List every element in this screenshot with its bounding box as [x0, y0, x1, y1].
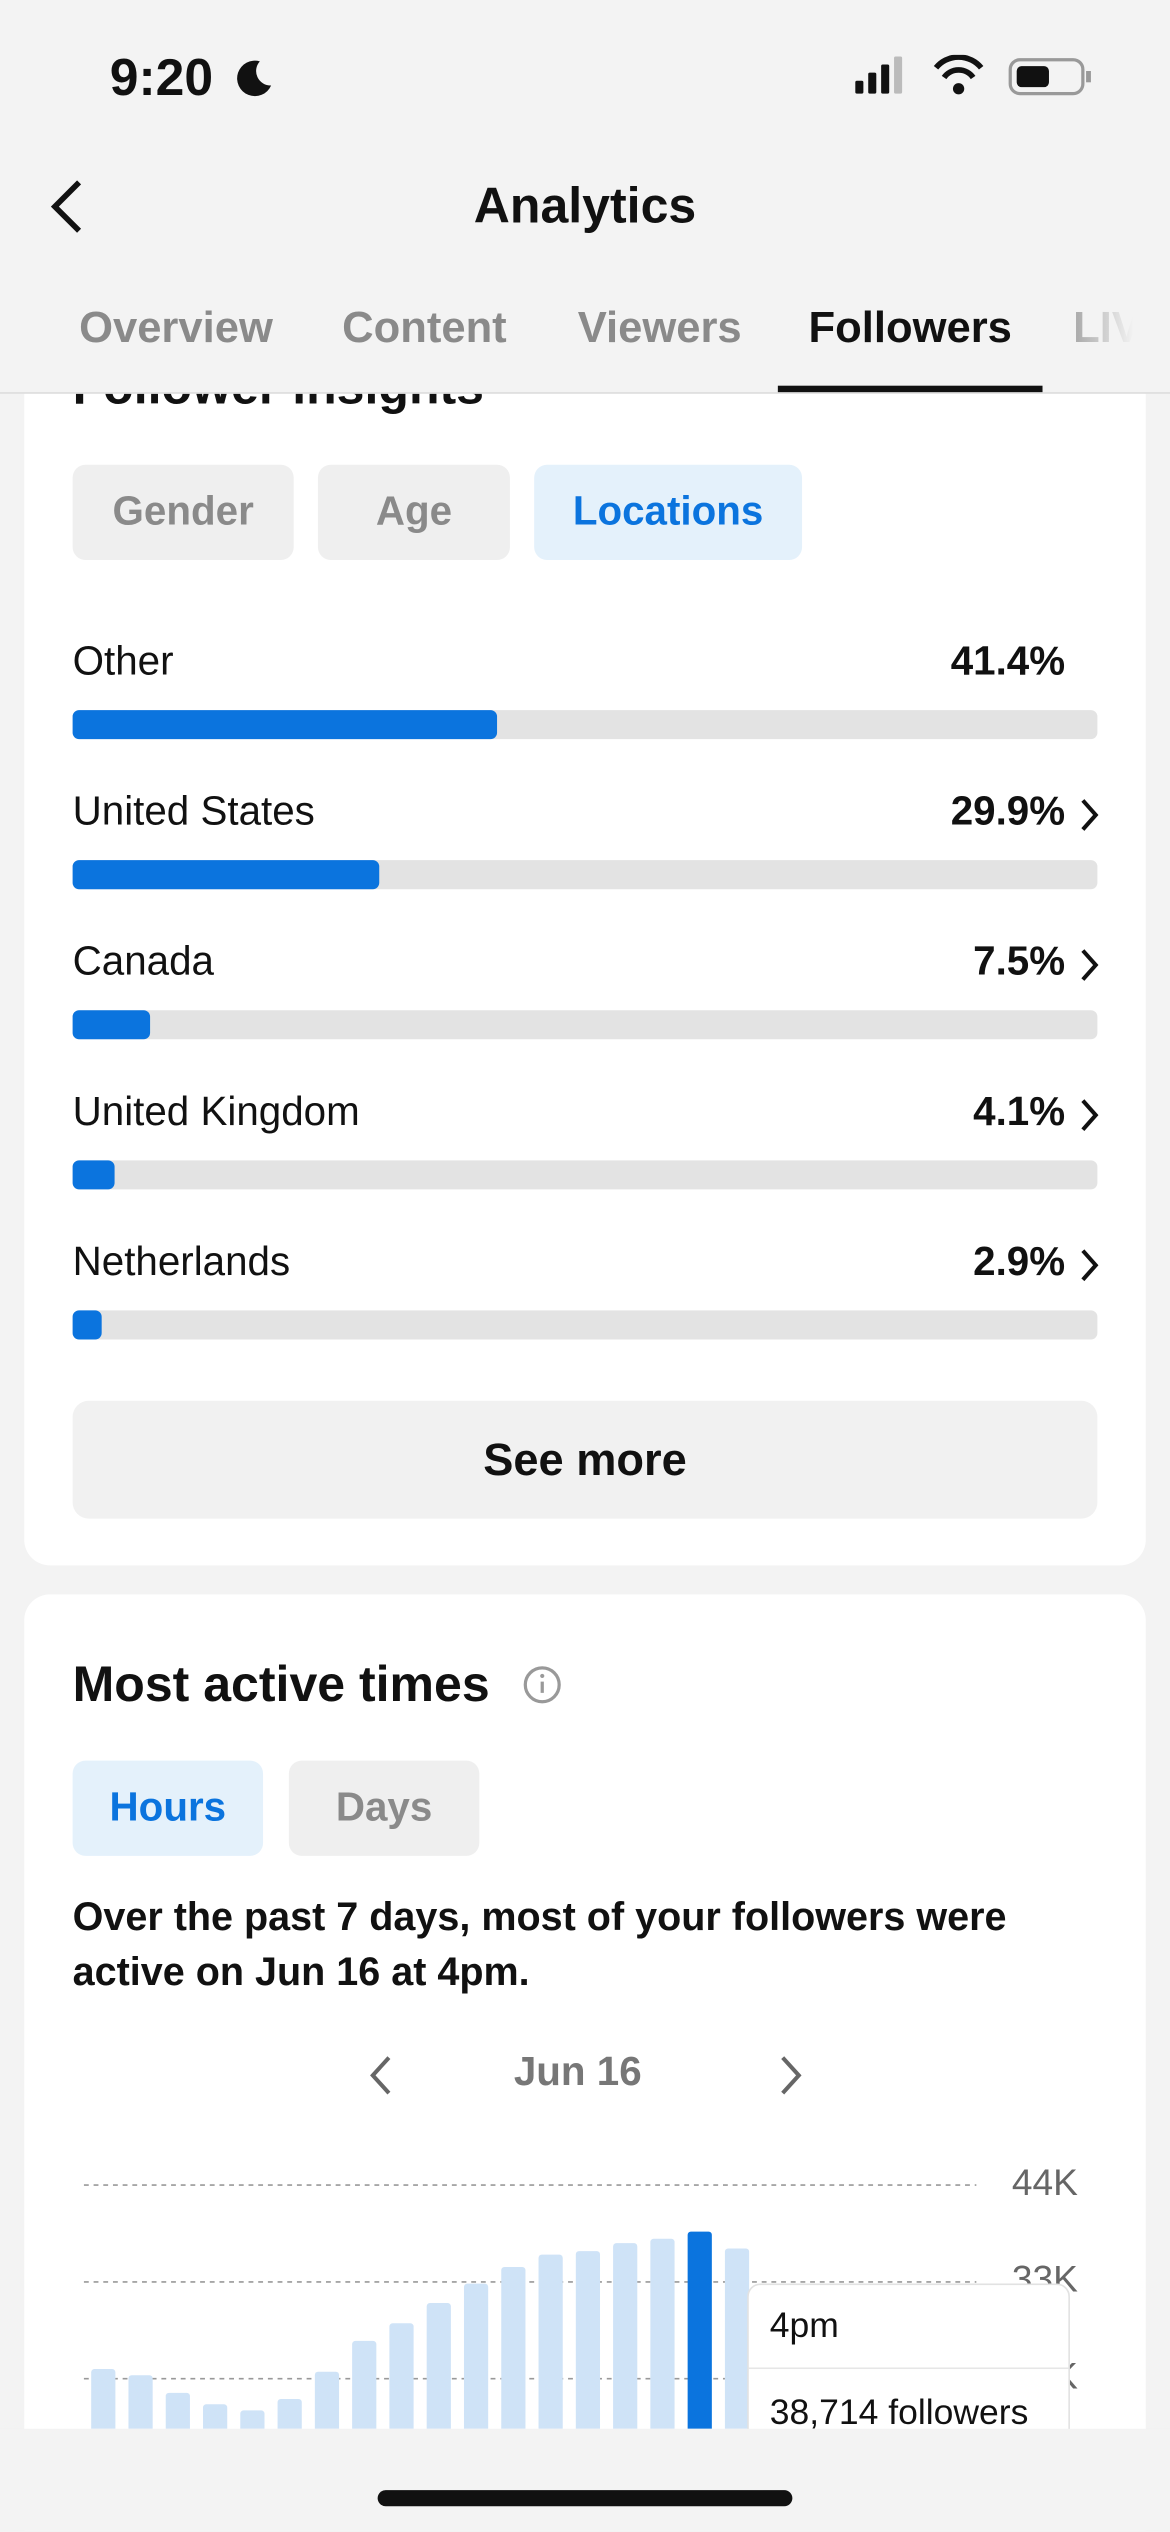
- tooltip-value: 38,714 followers: [769, 2391, 1029, 2432]
- section-title: Most active times: [72, 1655, 490, 1713]
- moon-icon: [237, 60, 272, 97]
- bar: [463, 2283, 489, 2429]
- location-name: Canada: [72, 939, 214, 985]
- tab[interactable]: Followers: [808, 303, 1012, 352]
- bar: [538, 2254, 563, 2429]
- tab[interactable]: Overview: [79, 303, 273, 352]
- bar-track: [72, 1310, 1098, 1340]
- bar: [389, 2323, 414, 2429]
- bar: [501, 2266, 526, 2429]
- bar: [72, 1010, 150, 1040]
- page-title: Analytics: [473, 177, 697, 235]
- chevron[interactable]: [1078, 1096, 1101, 1135]
- bar: [575, 2251, 601, 2429]
- location-name: United Kingdom: [72, 1089, 360, 1135]
- back-button[interactable]: [45, 178, 90, 236]
- chevron-path: [1081, 1099, 1099, 1132]
- chevron-path: [1081, 949, 1099, 981]
- bar: [240, 2410, 265, 2429]
- bar: [687, 2231, 712, 2429]
- tab[interactable]: Content: [342, 303, 507, 352]
- bottom-bar: [0, 2428, 1170, 2531]
- bar: [72, 860, 380, 890]
- chevron[interactable]: [1078, 796, 1101, 835]
- bar-track: [72, 1010, 1098, 1040]
- tab-fade: [1048, 274, 1170, 391]
- bar: [277, 2398, 302, 2429]
- filter-button[interactable]: Age: [317, 464, 510, 560]
- info-icon[interactable]: [521, 1664, 563, 1706]
- bar: [650, 2238, 675, 2429]
- bar: [352, 2340, 377, 2429]
- chevron-path: [1081, 799, 1099, 831]
- location-name: United States: [72, 789, 315, 835]
- tab[interactable]: Viewers: [577, 303, 742, 352]
- y-tick-label: 44K: [1012, 2161, 1078, 2203]
- header: [0, 0, 1170, 394]
- bar: [128, 2375, 153, 2429]
- home-indicator: [377, 2490, 793, 2507]
- location-name: Netherlands: [72, 1239, 291, 1285]
- chevron-path: [1081, 1249, 1099, 1282]
- summary: Over the past 7 days, most of your follo…: [72, 1896, 1007, 1995]
- bar: [203, 2404, 228, 2429]
- chevron[interactable]: [1078, 1246, 1101, 1285]
- location-percent: 7.5%: [973, 939, 1066, 985]
- chevron[interactable]: [1078, 946, 1101, 985]
- bar: [72, 1310, 103, 1340]
- prev-day[interactable]: [365, 2053, 401, 2098]
- clock: 9:20: [109, 48, 214, 107]
- location-name: Other: [72, 639, 174, 685]
- date-label: Jun 16: [513, 2049, 642, 2095]
- bar: [314, 2371, 340, 2429]
- filter-button[interactable]: Hours: [72, 1760, 264, 1856]
- filter-button[interactable]: Locations: [534, 464, 803, 560]
- bar: [165, 2392, 190, 2429]
- bar: [426, 2303, 451, 2429]
- bar: [72, 710, 497, 740]
- filter-button[interactable]: Days: [288, 1760, 480, 1856]
- status-icons: [855, 54, 1091, 96]
- bar-track: [72, 1160, 1098, 1190]
- location-percent: 29.9%: [950, 789, 1066, 835]
- location-percent: 41.4%: [950, 639, 1066, 685]
- bar: [613, 2243, 638, 2429]
- filter-button[interactable]: Gender: [72, 464, 294, 560]
- location-percent: 4.1%: [973, 1089, 1066, 1135]
- next-day[interactable]: [771, 2053, 807, 2098]
- bar: [72, 1160, 115, 1190]
- bar: [91, 2369, 116, 2429]
- divider: [748, 2367, 1069, 2370]
- location-percent: 2.9%: [973, 1239, 1066, 1285]
- see-more-button[interactable]: See more: [72, 1400, 1098, 1519]
- bar: [724, 2248, 750, 2429]
- tab-underline: [777, 385, 1043, 393]
- tooltip-time: 4pm: [769, 2304, 839, 2345]
